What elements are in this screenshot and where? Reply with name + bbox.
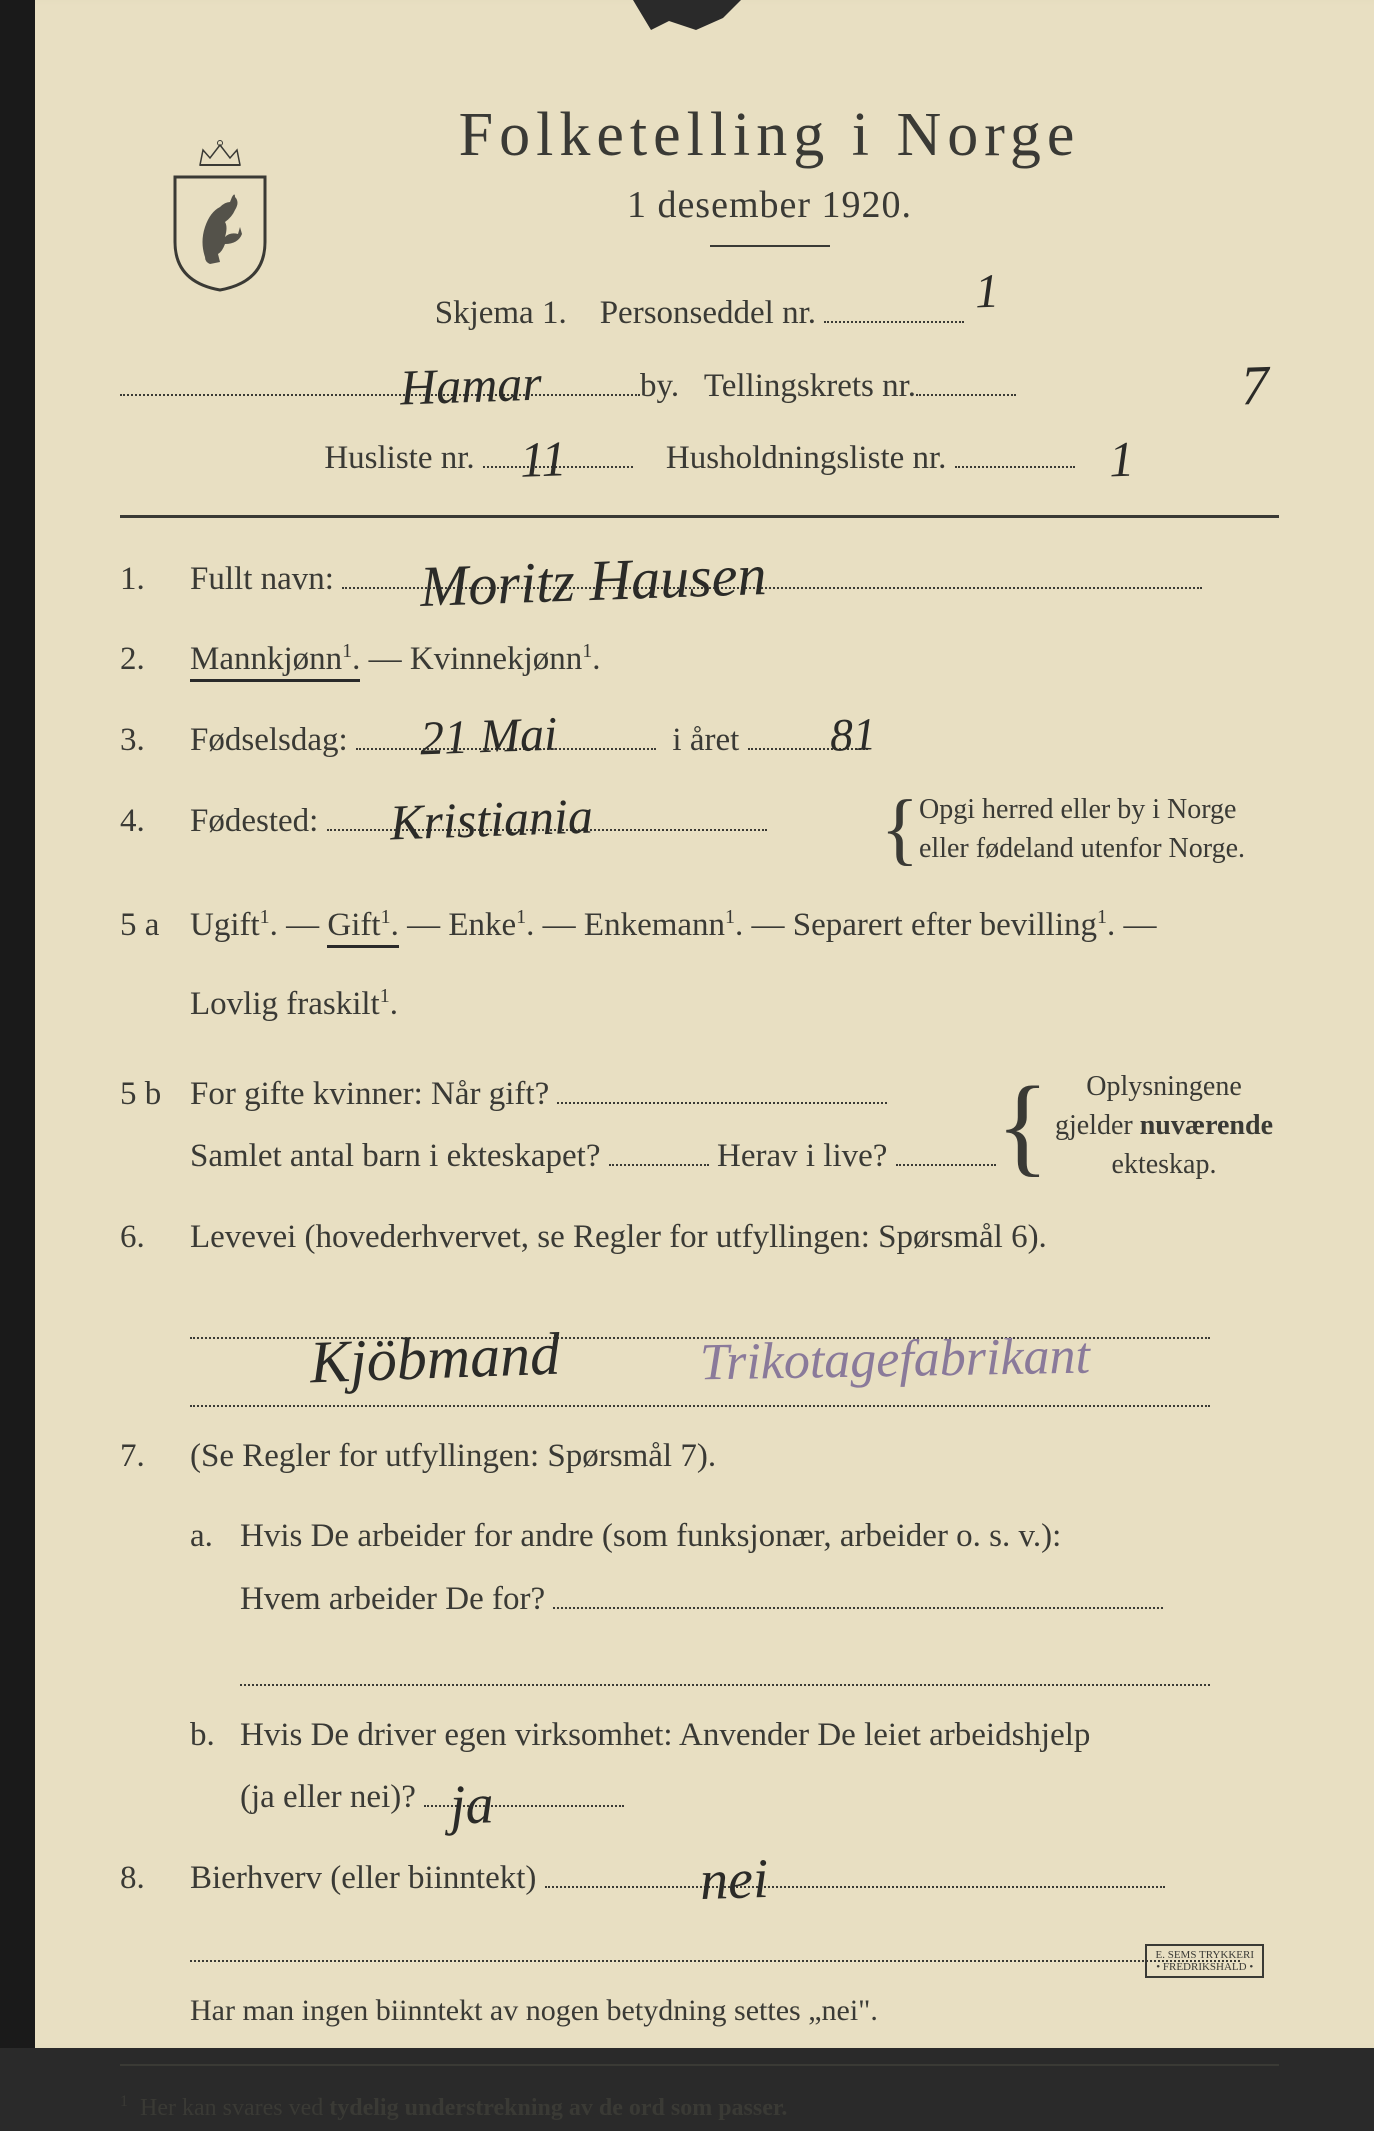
q4-note-l2: eller fødeland utenfor Norge. xyxy=(919,829,1279,868)
q5a-opt0: Ugift1. xyxy=(190,907,278,943)
q1-label: Fullt navn: xyxy=(190,561,334,597)
main-title: Folketelling i Norge xyxy=(260,100,1279,171)
q5a-opt1: Gift1. xyxy=(327,907,398,948)
tellingskrets-label: Tellingskrets nr. xyxy=(704,350,916,423)
q1-num: 1. xyxy=(120,548,145,611)
tellingskrets-field xyxy=(916,368,1016,396)
q1-value: Moritz Hausen xyxy=(418,520,768,642)
footnote: 1 Her kan svares ved tydelig understrekn… xyxy=(120,2086,1279,2131)
personseddel-label: Personseddel nr. xyxy=(600,295,816,331)
q2-female: Kvinnekjønn1. xyxy=(410,641,601,677)
q5b-live-field xyxy=(896,1164,996,1166)
husliste-label: Husliste nr. xyxy=(324,440,474,476)
q4-label: Fødested: xyxy=(190,803,318,839)
q6-label: Levevei (hovederhvervet, se Regler for u… xyxy=(190,1219,1047,1255)
q5b-barn-field xyxy=(609,1164,709,1166)
q8-row: 8. Bierhverv (eller biinntekt) nei Har m… xyxy=(120,1847,1279,2039)
q5a-opt4: Separert efter bevilling1. xyxy=(793,907,1115,943)
sub-title: 1 desember 1920. xyxy=(260,183,1279,227)
q5b-l2b: Herav i live? xyxy=(717,1138,887,1174)
q7a-letter: a. xyxy=(190,1505,213,1568)
coat-of-arms-icon xyxy=(165,140,275,300)
header-form-lines: Skjema 1. Personseddel nr. 1 Hamar by. T… xyxy=(120,277,1279,495)
q7a-row: a. Hvis De arbeider for andre (som funks… xyxy=(120,1505,1279,1685)
q3-num: 3. xyxy=(120,709,145,772)
q7a-l2: Hvem arbeider De for? xyxy=(240,1581,545,1617)
q7b-l1: Hvis De driver egen virksomhet: Anvender… xyxy=(240,1704,1279,1767)
q3-year-value: 81 xyxy=(828,690,877,779)
q2-row: 2. Mannkjønn1. — Kvinnekjønn1. xyxy=(120,628,1279,691)
q2-male: Mannkjønn1. xyxy=(190,641,360,682)
q7-label: (Se Regler for utfyllingen: Spørsmål 7). xyxy=(190,1438,716,1474)
q8-value: nei xyxy=(698,1826,770,1935)
q5b-gift-field xyxy=(557,1102,887,1104)
husholdning-label: Husholdningsliste nr. xyxy=(666,440,947,476)
divider-footnote xyxy=(120,2064,1279,2066)
q7b-row: b. Hvis De driver egen virksomhet: Anven… xyxy=(120,1704,1279,1829)
q6-row: 6. Levevei (hovederhvervet, se Regler fo… xyxy=(120,1206,1279,1407)
q2-num: 2. xyxy=(120,628,145,691)
q4-note: { Opgi herred eller by i Norge eller fød… xyxy=(881,790,1279,868)
q5a-opt2: Enke1. xyxy=(448,907,534,943)
q7-row: 7. (Se Regler for utfyllingen: Spørsmål … xyxy=(120,1425,1279,1488)
form-body: 1. Fullt navn: Moritz Hausen 2. Mannkjøn… xyxy=(120,548,1279,2131)
divider-main xyxy=(120,515,1279,518)
q8-label: Bierhverv (eller biinntekt) xyxy=(190,1860,536,1896)
q7b-l2: (ja eller nei)? xyxy=(240,1779,416,1815)
q3-row: 3. Fødselsdag: 21 Mai i året 81 xyxy=(120,709,1279,772)
q8-sub: Har man ingen biinntekt av nogen betydni… xyxy=(190,1982,1279,2039)
q6-num: 6. xyxy=(120,1206,145,1269)
q5b-row: 5 b For gifte kvinner: Når gift? Samlet … xyxy=(120,1063,1279,1188)
printer-l2: • FREDRIKSHALD • xyxy=(1155,1961,1254,1973)
q5a-opt3: Enkemann1. xyxy=(584,907,743,943)
q7a-field2 xyxy=(240,1646,1210,1686)
printer-l1: E. SEMS TRYKKERI xyxy=(1155,1949,1254,1961)
q5a-num: 5 a xyxy=(120,886,159,965)
q5b-l2a: Samlet antal barn i ekteskapet? xyxy=(190,1138,601,1174)
q7-num: 7. xyxy=(120,1425,145,1488)
skjema-label: Skjema 1. xyxy=(435,295,567,331)
q5a-row: 5 a Ugift1. — Gift1. — Enke1. — Enkemann… xyxy=(120,886,1279,1044)
q5b-num: 5 b xyxy=(120,1063,161,1126)
title-block: Folketelling i Norge 1 desember 1920. xyxy=(260,100,1279,247)
q5b-note-l2: gjelder gjelder nuværendenuværende xyxy=(1049,1106,1279,1145)
q1-row: 1. Fullt navn: Moritz Hausen xyxy=(120,548,1279,611)
q2-dash: — xyxy=(369,641,410,677)
personseddel-value: 1 xyxy=(973,239,1001,345)
q5b-note-l1: Oplysningene xyxy=(1049,1067,1279,1106)
document-page: Folketelling i Norge 1 desember 1920. Sk… xyxy=(0,0,1374,2048)
q6-value: Kjöbmand xyxy=(308,1297,562,1420)
q4-num: 4. xyxy=(120,790,145,853)
q4-note-l1: Opgi herred eller by i Norge xyxy=(919,790,1279,829)
q5b-l1: For gifte kvinner: Når gift? xyxy=(190,1076,549,1112)
q7a-field xyxy=(553,1607,1163,1609)
printer-mark: E. SEMS TRYKKERI • FREDRIKSHALD • xyxy=(1145,1944,1264,1978)
q8-num: 8. xyxy=(120,1847,145,1910)
q4-value: Kristiania xyxy=(388,768,594,870)
q6-value2: Trikotagefabrikant xyxy=(699,1308,1091,1414)
q5b-note-l3: ekteskap. xyxy=(1049,1145,1279,1184)
q7b-value: ja xyxy=(448,1751,495,1859)
q7b-letter: b. xyxy=(190,1704,215,1767)
by-label: by. xyxy=(640,350,679,423)
q5b-note: { Oplysningene gjelder gjelder nuværende… xyxy=(996,1067,1279,1185)
title-rule xyxy=(710,245,830,247)
q8-field xyxy=(545,1886,1165,1888)
q7a-l1: Hvis De arbeider for andre (som funksjon… xyxy=(240,1505,1279,1568)
q3-mid: i året xyxy=(672,722,739,758)
q5a-opt5: Lovlig fraskilt1. xyxy=(190,986,398,1022)
by-field xyxy=(120,394,640,396)
q3-label: Fødselsdag: xyxy=(190,722,348,758)
personseddel-field xyxy=(824,295,964,323)
husholdning-value: 1 xyxy=(1107,404,1136,515)
husholdning-field xyxy=(955,440,1075,468)
husliste-value: 11 xyxy=(518,403,568,515)
q4-row: 4. Fødested: Kristiania { Opgi herred el… xyxy=(120,790,1279,868)
torn-edge xyxy=(597,0,777,30)
